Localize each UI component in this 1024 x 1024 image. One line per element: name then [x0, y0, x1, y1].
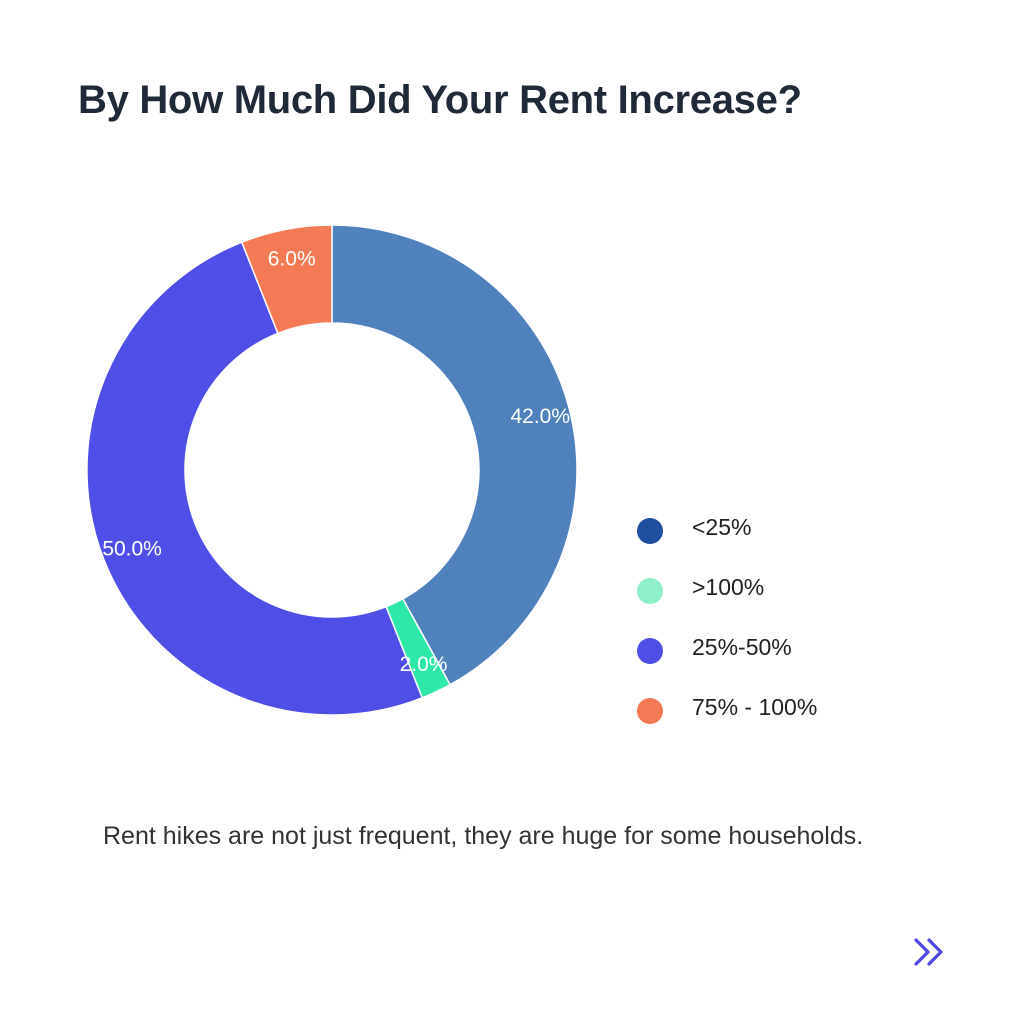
- legend-item-gt100pct: >100%: [636, 568, 896, 628]
- chart-legend: <25% >100% 25%-50% 75% - 100%: [636, 508, 896, 748]
- data-label-lt25pct: 42.0%: [510, 405, 570, 428]
- legend-item-lt25pct: <25%: [636, 508, 896, 568]
- legend-swatch: [637, 698, 663, 724]
- legend-label: >100%: [692, 574, 765, 600]
- legend-swatch: [637, 638, 663, 664]
- data-label-75pct-100pct: 6.0%: [268, 247, 316, 270]
- double-chevron-right-icon[interactable]: [912, 936, 948, 968]
- legend-item-25pct-50pct: 25%-50%: [636, 628, 896, 688]
- pie-slice-25pct-50pct: [86, 241, 424, 716]
- pie-slice-75pct-100pct: [240, 224, 333, 335]
- page-title: By How Much Did Your Rent Increase?: [78, 78, 802, 122]
- legend-label: 75% - 100%: [692, 694, 818, 720]
- legend-swatch: [637, 518, 663, 544]
- pie-slice-lt25pct: [331, 224, 578, 686]
- legend-label: <25%: [692, 514, 752, 540]
- legend-label: 25%-50%: [692, 634, 792, 660]
- data-label-25pct-50pct: 50.0%: [102, 538, 162, 561]
- legend-swatch: [637, 578, 663, 604]
- chart-caption: Rent hikes are not just frequent, they a…: [103, 822, 864, 850]
- data-label-gt100pct: 2.0%: [400, 653, 448, 676]
- legend-item-75pct-100pct: 75% - 100%: [636, 688, 896, 748]
